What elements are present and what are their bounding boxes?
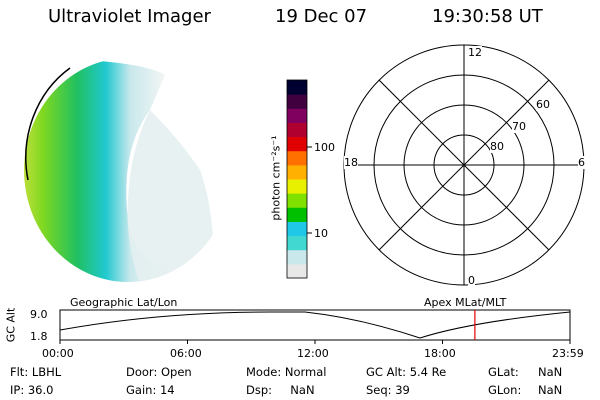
colorbar-segment bbox=[287, 249, 307, 265]
colorbar-segment bbox=[287, 164, 307, 180]
timeline-xtick-1200: 12:00 bbox=[297, 347, 329, 360]
filter-value: Flt: LBHL bbox=[10, 365, 62, 379]
glon-label: GLon: bbox=[488, 383, 522, 397]
gc-alt-value: GC Alt: 5.4 Re bbox=[366, 365, 447, 379]
date-label: 19 Dec 07 bbox=[275, 6, 368, 27]
uv-image bbox=[24, 60, 215, 282]
glat-value: NaN bbox=[538, 365, 563, 379]
colorbar-segment bbox=[287, 263, 307, 279]
timeline-xtick-2359: 23:59 bbox=[552, 347, 584, 360]
colorbar-segment bbox=[287, 80, 307, 95]
colorbar-segment bbox=[287, 108, 307, 123]
colorbar-segment bbox=[287, 193, 307, 208]
lat-label-60: 60 bbox=[536, 98, 550, 111]
glon-value: NaN bbox=[538, 383, 563, 397]
polar-diagonal-2 bbox=[378, 79, 550, 251]
timeline-ytick-bottom: 1.8 bbox=[30, 330, 48, 343]
colorbar-segment bbox=[287, 150, 307, 166]
gain-value: Gain: 14 bbox=[126, 383, 175, 397]
limb-edge bbox=[25, 67, 71, 181]
colorbar-segment bbox=[287, 122, 307, 138]
mode-value: Mode: Normal bbox=[246, 365, 327, 379]
ip-value: IP: 36.0 bbox=[10, 383, 54, 397]
dsp-value: Dsp: NaN bbox=[246, 383, 315, 397]
seq-value: Seq: 39 bbox=[366, 383, 410, 397]
colorbar-tick-100: 100 bbox=[314, 141, 335, 154]
clock-label-12: 12 bbox=[468, 46, 482, 59]
timeline-ylabel: GC Alt bbox=[4, 307, 18, 343]
timeline-left-label: Geographic Lat/Lon bbox=[70, 296, 178, 309]
timeline-xtick-0600: 06:00 bbox=[170, 347, 202, 360]
colorbar-segment bbox=[287, 94, 307, 109]
colorbar-segment bbox=[287, 221, 307, 237]
colorbar-segment bbox=[287, 136, 307, 152]
colorbar-segment bbox=[287, 235, 307, 251]
lat-label-70: 70 bbox=[512, 120, 526, 133]
colorbar-segment bbox=[287, 207, 307, 222]
altitude-curve bbox=[59, 311, 571, 339]
timeline-xtick-1800: 18:00 bbox=[424, 347, 456, 360]
lat-label-80: 80 bbox=[490, 140, 504, 153]
timeline-right-label: Apex MLat/MLT bbox=[424, 296, 507, 309]
colorbar-tick-10: 10 bbox=[314, 227, 328, 240]
instrument-title: Ultraviolet Imager bbox=[48, 6, 211, 27]
time-label: 19:30:58 UT bbox=[432, 6, 543, 27]
timeline-xtick-0000: 00:00 bbox=[42, 347, 74, 360]
colorbar-segment bbox=[287, 179, 307, 194]
timeline-ytick-top: 9.0 bbox=[30, 308, 48, 321]
clock-label-0: 0 bbox=[468, 274, 475, 287]
clock-label-18: 18 bbox=[344, 156, 358, 169]
timeline-frame bbox=[59, 309, 571, 341]
glat-label: GLat: bbox=[488, 365, 519, 379]
door-status: Door: Open bbox=[126, 365, 192, 379]
clock-label-6: 6 bbox=[578, 156, 585, 169]
